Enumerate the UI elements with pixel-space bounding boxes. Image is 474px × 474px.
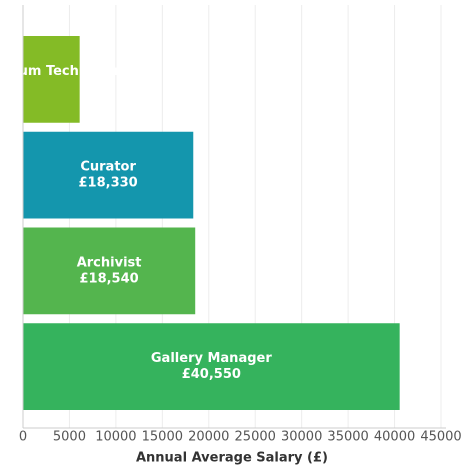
x-tick-label: 45000 (420, 430, 461, 445)
x-tick-label: 15000 (142, 430, 183, 445)
x-axis-label: Annual Average Salary (£) (136, 451, 328, 466)
x-tick-label: 25000 (235, 430, 276, 445)
bar-category-label: Gallery Manager (151, 351, 272, 366)
x-tick-label: 20000 (188, 430, 229, 445)
bar-value-label: £18,540 (79, 271, 138, 286)
x-tick-label: 35000 (327, 430, 368, 445)
bar (23, 323, 400, 410)
bar-category-label: Curator (80, 160, 136, 175)
bar (23, 36, 80, 123)
bar-category-label: Museum Technician (0, 64, 123, 79)
x-tick-label: 10000 (95, 430, 136, 445)
bar (23, 131, 194, 219)
x-tick-label: 30000 (281, 430, 322, 445)
bar (23, 227, 196, 315)
bar-value-label: £40,550 (182, 367, 241, 382)
x-tick-label: 0 (19, 430, 27, 445)
x-tick-label: 40000 (374, 430, 415, 445)
bar-category-label: Archivist (77, 255, 142, 270)
bar-value-label: £18,330 (79, 176, 138, 191)
x-tick-label: 5000 (53, 430, 86, 445)
